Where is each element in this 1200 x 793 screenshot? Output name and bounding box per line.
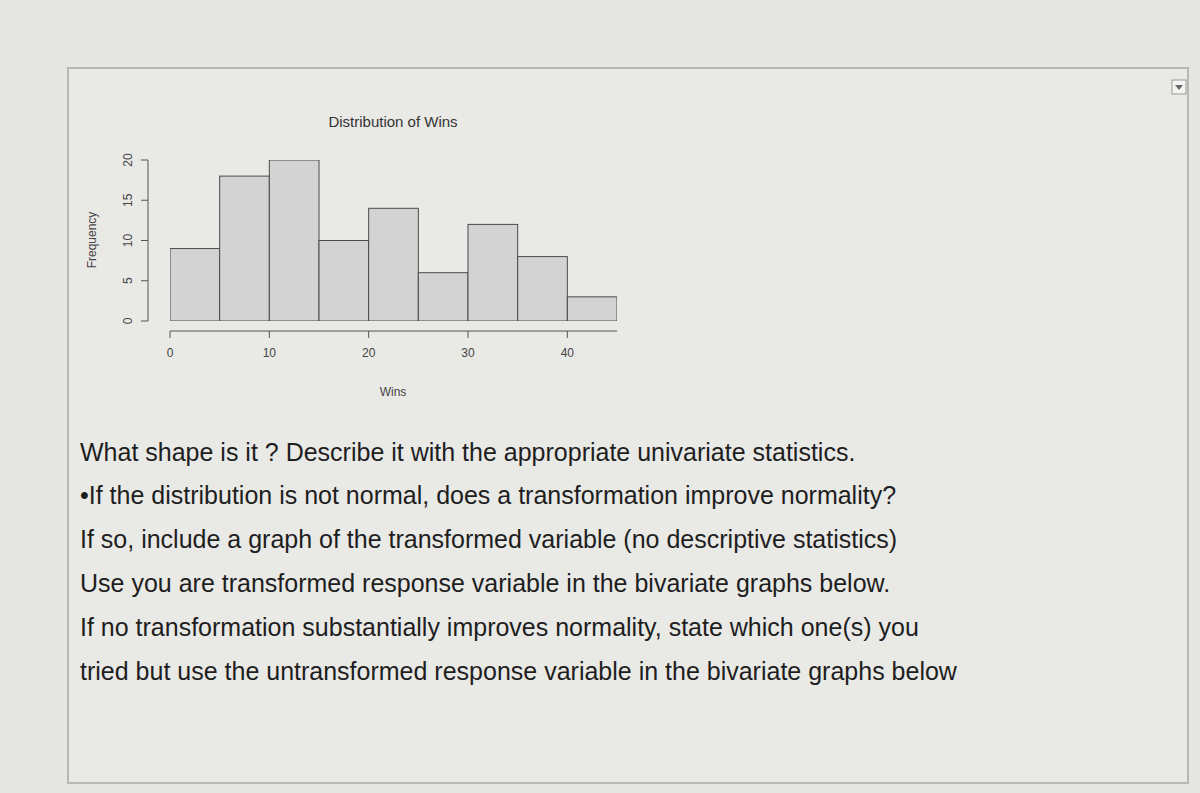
y-tick [141, 240, 148, 241]
page: 0 10 20 30 40 0 5 10 15 20 Distribution of Wins Win… [0, 0, 1200, 793]
bar [468, 224, 518, 321]
bar [269, 160, 319, 321]
question-line: •If the distribution is not normal, does… [80, 481, 896, 509]
x-label: Wins [380, 385, 407, 399]
scroll-button [1172, 80, 1186, 94]
question-line: If no transformation substantially impro… [80, 613, 919, 641]
x-tick [170, 331, 171, 338]
x-tick [468, 331, 469, 338]
y-tick [141, 280, 148, 281]
x-tick-label: 10 [263, 346, 277, 360]
x-tick [269, 331, 270, 338]
bar [319, 241, 369, 322]
question-line: If so, include a graph of the transforme… [80, 525, 897, 553]
bar [170, 249, 220, 321]
question-line: tried but use the untransformed response… [80, 657, 958, 685]
y-tick-label: 10 [121, 234, 135, 248]
y-tick-label: 15 [121, 193, 135, 207]
scroll-arrow [1175, 85, 1183, 90]
bar [220, 176, 270, 321]
y-tick-label: 20 [121, 153, 135, 167]
y-tick [141, 321, 148, 322]
panel [68, 68, 1188, 783]
y-label: Frequency [85, 212, 99, 269]
x-tick-label: 0 [167, 346, 174, 360]
bar [418, 273, 468, 321]
question-line: Use you are transformed response variabl… [80, 569, 890, 597]
x-tick [368, 331, 369, 338]
x-tick-label: 30 [461, 346, 475, 360]
bar [369, 208, 419, 321]
y-tick [141, 200, 148, 201]
x-tick [567, 331, 568, 338]
y-tick-label: 5 [121, 277, 135, 284]
bar [567, 297, 617, 321]
question-line: What shape is it ? Describe it with the … [80, 438, 855, 466]
x-axis [170, 331, 617, 332]
title: Distribution of Wins [328, 113, 457, 130]
bar [518, 257, 568, 321]
y-tick-label: 0 [121, 317, 135, 324]
bars [170, 160, 617, 321]
x-tick-label: 40 [561, 346, 575, 360]
x-tick-label: 20 [362, 346, 376, 360]
y-tick [141, 160, 148, 161]
